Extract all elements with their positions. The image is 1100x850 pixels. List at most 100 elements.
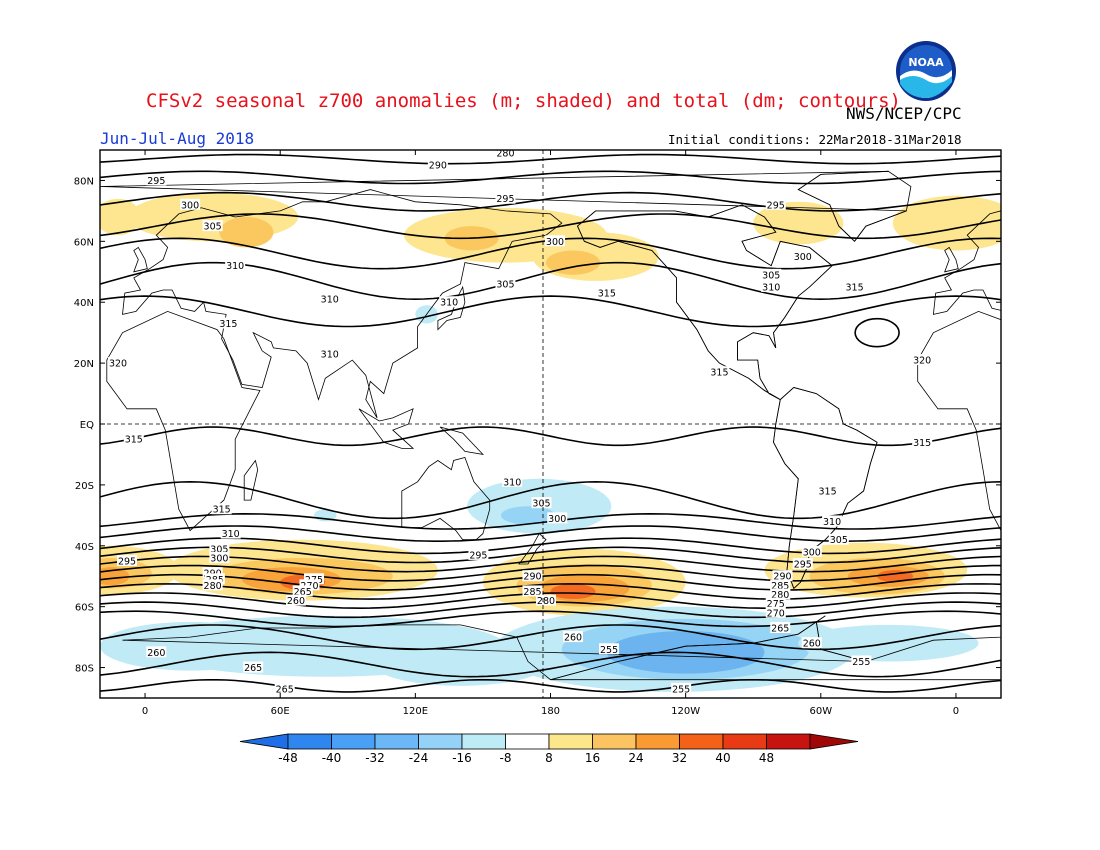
- anomaly-blob: [550, 583, 596, 600]
- contour-line: [100, 261, 1001, 301]
- contour-label: 305: [830, 535, 848, 546]
- colorbar-box: [722, 733, 767, 750]
- colorbar-label: 24: [628, 751, 643, 765]
- contour-label: 310: [440, 298, 458, 309]
- lon-label: 60E: [271, 706, 290, 717]
- contour-label-bg: [243, 661, 264, 673]
- lon-label: 180: [541, 706, 560, 717]
- contour-label: 260: [803, 639, 821, 650]
- lat-label: 60N: [74, 237, 94, 248]
- anomaly-blob: [100, 621, 281, 671]
- contour-line: [100, 564, 1001, 582]
- lat-label: 40S: [75, 542, 94, 553]
- coastline: [122, 189, 563, 419]
- colorbar-box: [374, 733, 419, 750]
- contour-label-bg: [563, 631, 584, 643]
- contour-label: 265: [244, 663, 262, 674]
- contour-label: 260: [287, 596, 305, 607]
- contour-label-bg: [299, 579, 320, 591]
- contour-label-bg: [495, 277, 516, 289]
- contour-label: 300: [181, 200, 199, 211]
- anomaly-blob: [545, 250, 601, 275]
- contour-label: 305: [532, 499, 550, 510]
- contour-label-bg: [792, 250, 813, 262]
- contour-line: [100, 592, 1001, 610]
- colorbar-label: 48: [759, 751, 774, 765]
- colorbar-box: [548, 733, 593, 750]
- colorbar-label: -32: [365, 751, 385, 765]
- contour-line: [100, 555, 1001, 573]
- contour-label-bg: [495, 192, 516, 204]
- lat-label: 80S: [75, 664, 94, 675]
- contour-label-bg: [319, 293, 340, 305]
- season-label: Jun-Jul-Aug 2018: [100, 129, 255, 148]
- colorbar-label: -48: [278, 751, 298, 765]
- contour-label: 310: [226, 261, 244, 272]
- contour-label: 315: [913, 438, 931, 449]
- colorbar-label: 32: [672, 751, 687, 765]
- contour-label-bg: [204, 573, 225, 585]
- contour-label: 280: [537, 596, 555, 607]
- colorbar-label: 40: [715, 751, 730, 765]
- contour-line: [100, 213, 1001, 240]
- contour-label-bg: [801, 545, 822, 557]
- coastline: [401, 457, 491, 541]
- contour-label: 290: [429, 161, 447, 172]
- contour-label: 290: [773, 572, 791, 583]
- contour-label-bg: [671, 682, 692, 694]
- contour-line: [100, 191, 1001, 212]
- contour-label-bg: [319, 347, 340, 359]
- colorbar-label: -16: [452, 751, 472, 765]
- contour-label-bg: [225, 259, 246, 271]
- contour-label-bg: [146, 174, 167, 186]
- contour-line: [100, 170, 1001, 185]
- anomaly-blob: [753, 201, 844, 245]
- longitude-axis: 0 60E 120E 180 120W 60W 0: [142, 150, 959, 717]
- coastline: [358, 408, 415, 449]
- contour-label-bg: [180, 198, 201, 210]
- contour-label-bg: [522, 585, 543, 597]
- agency-label: NWS/NCEP/CPC: [846, 104, 962, 123]
- lat-label: 60S: [75, 603, 94, 614]
- contour-label-bg: [765, 597, 786, 609]
- contour-label: 305: [204, 222, 222, 233]
- coastline: [577, 204, 833, 400]
- colorbar-box: [418, 733, 463, 750]
- contour-line: [100, 610, 1001, 628]
- contour-label: 310: [503, 477, 521, 488]
- anomaly-blob: [100, 198, 141, 236]
- contour-label-bg: [202, 220, 223, 232]
- anomaly-blob: [500, 506, 556, 525]
- contour-label: 280: [496, 149, 514, 160]
- contour-label-bg: [522, 570, 543, 582]
- contour-label-bg: [817, 484, 838, 496]
- contour-line: [100, 480, 1001, 520]
- contour-line: [100, 426, 1001, 447]
- contour-label-bg: [851, 655, 872, 667]
- contour-label-bg: [596, 287, 617, 299]
- contour-label: 275: [767, 599, 785, 610]
- contour-label: 310: [321, 295, 339, 306]
- contour-label-bg: [912, 354, 933, 366]
- contour-line: [100, 583, 1001, 600]
- colorbar-label: -24: [409, 751, 429, 765]
- contour-label: 270: [767, 608, 785, 619]
- contour-label: 265: [276, 684, 294, 695]
- coastline: [773, 387, 878, 590]
- contour-label: 265: [771, 623, 789, 634]
- colorbar-label: 8: [545, 751, 553, 765]
- contour-label: 320: [913, 356, 931, 367]
- contour-label: 290: [523, 572, 541, 583]
- contour-labels: 2802902952952953003053103003053103153003…: [108, 149, 933, 695]
- colorbar-box: [592, 733, 637, 750]
- lon-label: 0: [953, 706, 959, 717]
- contour-label: 315: [598, 289, 616, 300]
- contour-label: 300: [794, 252, 812, 263]
- contour-label-bg: [801, 637, 822, 649]
- contour-label-bg: [770, 621, 791, 633]
- contour-line: [100, 651, 1001, 678]
- colorbar-arrow-high: [809, 733, 859, 750]
- contour-label: 305: [762, 270, 780, 281]
- colorbar-label: 16: [585, 751, 600, 765]
